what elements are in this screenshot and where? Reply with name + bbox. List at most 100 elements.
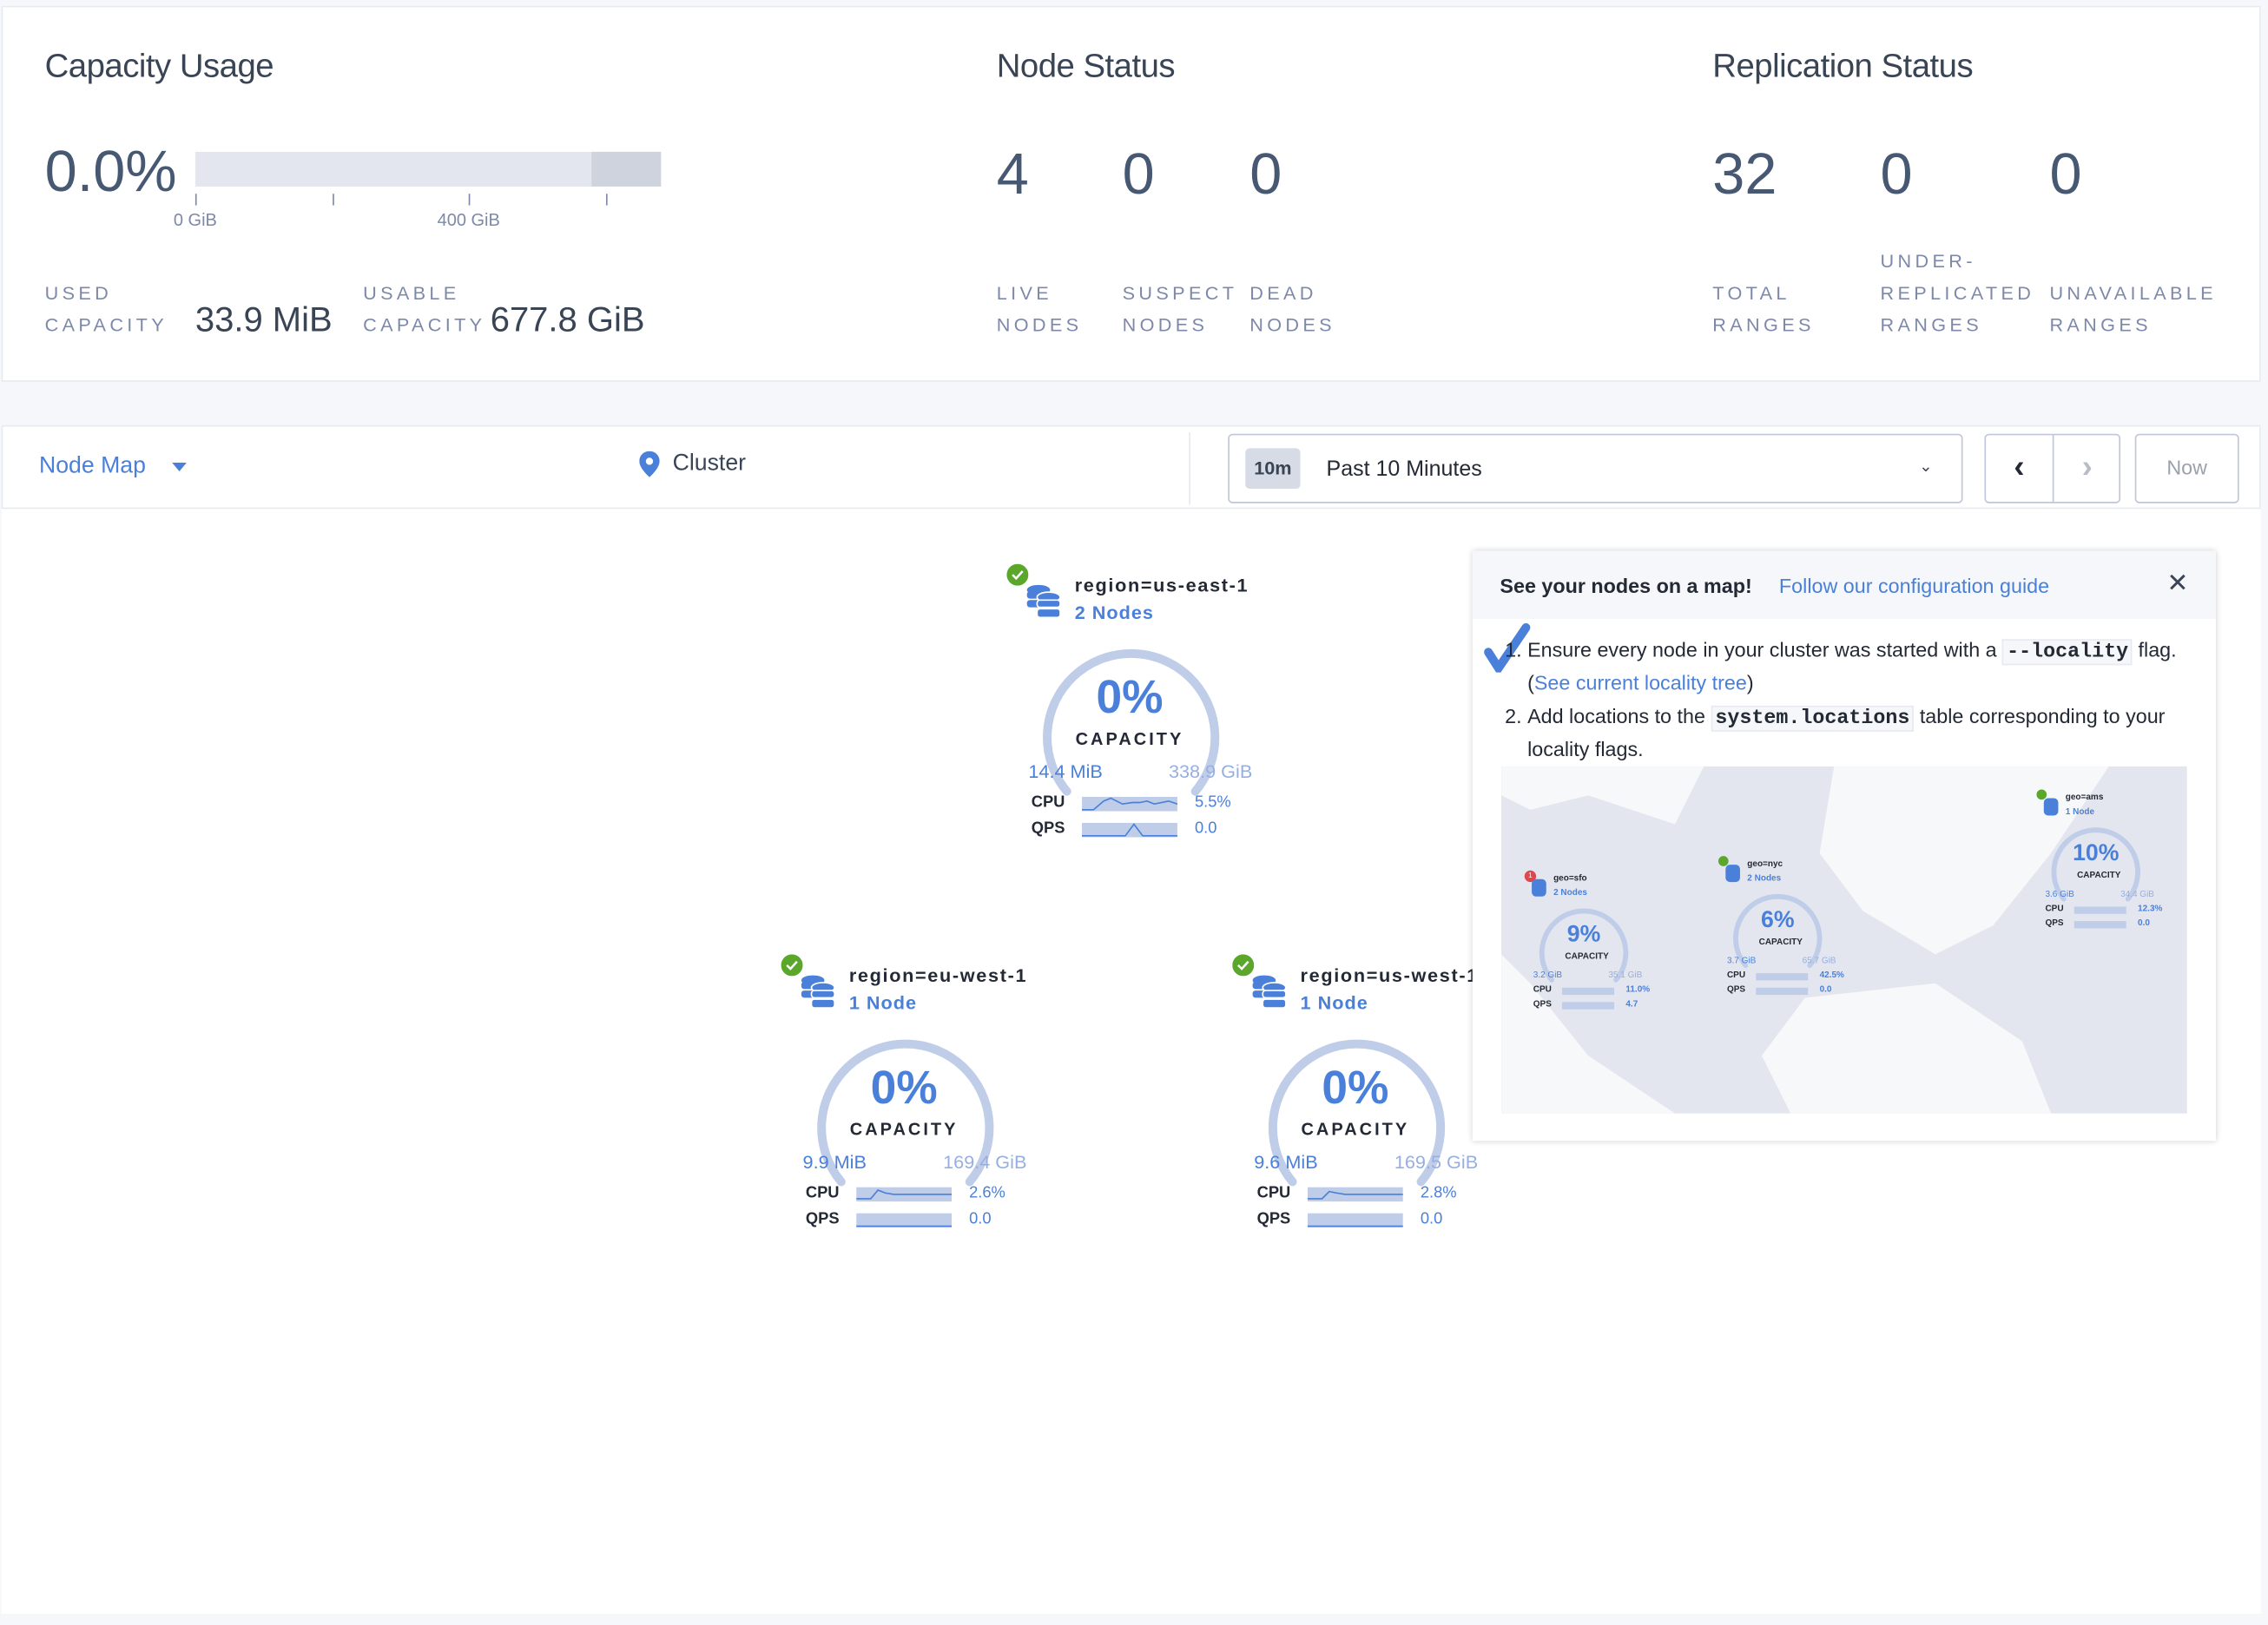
capacity-bar-reserve [591,151,662,187]
summary-panel: Capacity Usage 0.0% 0 GiB 400 GiB USED CA… [1,5,2261,382]
label-line: NODES [1249,313,1335,336]
label-line: REPLICATED [1880,281,2035,304]
example-qps-sparkline [1756,987,1809,996]
example-map-image: 1 geo=sfo 2 Nodes 9% CAPACITY 3.2 GiB 35… [1501,766,2187,1114]
locality-card[interactable]: region=us-west-1 1 Node 0% CAPACITY 9.6 … [1232,954,1507,1243]
example-qps-sparkline [1562,1002,1615,1010]
database-icon [1725,865,1740,883]
close-icon[interactable]: ✕ [2166,568,2189,597]
step-text: flag. ( [1527,637,2177,694]
example-gauge [1733,893,1823,969]
time-range-select[interactable]: 10m Past 10 Minutes ⌄ [1228,433,1963,503]
setup-steps: Ensure every node in your cluster was st… [1527,635,2192,765]
example-cpu-value: 11.0% [1625,986,1651,996]
toolbar-divider [1189,432,1190,505]
example-gauge [2051,827,2140,902]
example-map-node: geo=nyc 2 Nodes 6% CAPACITY 3.7 GiB 65.7… [1717,856,1863,1015]
used-capacity-value: 33.9 MiB [194,300,333,340]
database-icon [801,975,835,1009]
used-capacity-label: USED CAPACITY [45,278,168,341]
configuration-guide-link[interactable]: Follow our configuration guide [1778,574,2050,597]
label-line: RANGES [2049,313,2152,336]
suspect-nodes-value: 0 [1122,142,1155,207]
status-check-icon [1717,856,1729,866]
example-capacity-label: CAPACITY [2077,872,2121,881]
chevron-down-icon: ⌄ [1919,458,1933,477]
status-check-icon [1232,954,1255,977]
example-count: 1 Node [2065,808,2095,818]
step-text: ) [1746,670,1754,694]
example-qps-label: QPS [2045,919,2064,929]
breadcrumb[interactable]: Cluster [639,451,746,477]
capacity-title: Capacity Usage [44,46,274,84]
example-count: 2 Nodes [1553,889,1587,898]
breadcrumb-cluster: Cluster [672,451,747,477]
example-cpu-label: CPU [1533,986,1552,996]
view-dropdown-label: Node Map [38,454,146,479]
label-line: NODES [1122,313,1209,336]
suspect-nodes-label: SUSPECT NODES [1123,278,1238,341]
label-line [1712,246,1814,278]
checkmark-icon [1484,622,1531,673]
example-capacity-label: CAPACITY [1758,938,1803,948]
qps-label: QPS [1031,819,1065,838]
time-range-badge: 10m [1245,448,1301,490]
label-line: TOTAL [1712,281,1790,304]
previous-button[interactable]: ‹ [1986,435,2054,503]
qps-label: QPS [1256,1210,1291,1228]
status-check-icon [781,954,803,977]
label-line: LIVE [996,281,1053,304]
under-replicated-label: UNDER- REPLICATED RANGES [1881,246,2035,341]
capacity-tick [605,194,608,206]
example-map-node: geo=ams 1 Node 10% CAPACITY 3.6 GiB 34.4… [2036,789,2181,949]
qps-label: QPS [805,1210,840,1228]
cpu-label: CPU [805,1184,840,1202]
step-text: table corresponding to your locality fla… [1527,704,2166,761]
label-line: RANGES [1880,313,1983,336]
total-ranges-label: TOTAL RANGES [1712,246,1814,341]
database-icon [1026,584,1061,619]
node-count[interactable]: 1 Node [1300,991,1368,1014]
locality-card[interactable]: region=eu-west-1 1 Node 0% CAPACITY 9.9 … [781,954,1057,1243]
setup-step-2: Add locations to the system.locations ta… [1527,701,2192,765]
now-button[interactable]: Now [2134,433,2239,503]
total-capacity: 338.9 GiB [1168,760,1253,783]
example-percent: 9% [1566,922,1601,948]
cpu-value: 2.6% [969,1184,1005,1202]
qps-value: 0.0 [1194,819,1217,838]
locality-tree-link[interactable]: See current locality tree [1533,670,1747,694]
dead-nodes-label: DEAD NODES [1249,278,1335,341]
label-line: RANGES [1712,313,1815,336]
example-total: 65.7 GiB [1802,957,1836,966]
capacity-tick [333,194,334,206]
map-ocean-shapes [1501,766,2109,1114]
locality-card[interactable]: region=us-east-1 2 Nodes 0% CAPACITY 14.… [1006,563,1282,853]
next-button[interactable]: › [2081,448,2093,485]
example-cpu-sparkline [2074,906,2126,914]
node-count[interactable]: 1 Node [848,991,918,1014]
status-check-icon [2036,789,2047,800]
replication-title: Replication Status [1712,46,1974,84]
capacity-gauge [1043,648,1220,796]
map-setup-popup: See your nodes on a map! Follow our conf… [1472,550,2217,1141]
example-cpu-value: 12.3% [2138,905,2163,914]
example-percent: 6% [1761,908,1795,933]
example-qps-value: 4.7 [1625,1000,1638,1010]
setup-step-1: Ensure every node in your cluster was st… [1527,635,2192,698]
example-title: geo=nyc [1747,860,1783,870]
example-qps-label: QPS [1533,1000,1552,1010]
database-icon [1532,878,1546,897]
capacity-percent: 0% [1096,670,1164,723]
example-total: 35.1 GiB [1608,971,1643,981]
cpu-value: 5.5% [1194,793,1231,812]
node-count[interactable]: 2 Nodes [1074,601,1154,623]
qps-sparkline [1307,1213,1403,1228]
capacity-tick [468,194,471,206]
capacity-percent: 0% [870,1061,938,1114]
unavailable-label: UNAVAILABLE RANGES [2049,246,2216,341]
label-line: CAPACITY [363,313,486,336]
example-qps-value: 0.0 [2138,919,2150,929]
example-used: 3.7 GiB [1726,957,1757,966]
view-dropdown[interactable]: Node Map [38,454,188,480]
dead-nodes-value: 0 [1249,142,1282,207]
